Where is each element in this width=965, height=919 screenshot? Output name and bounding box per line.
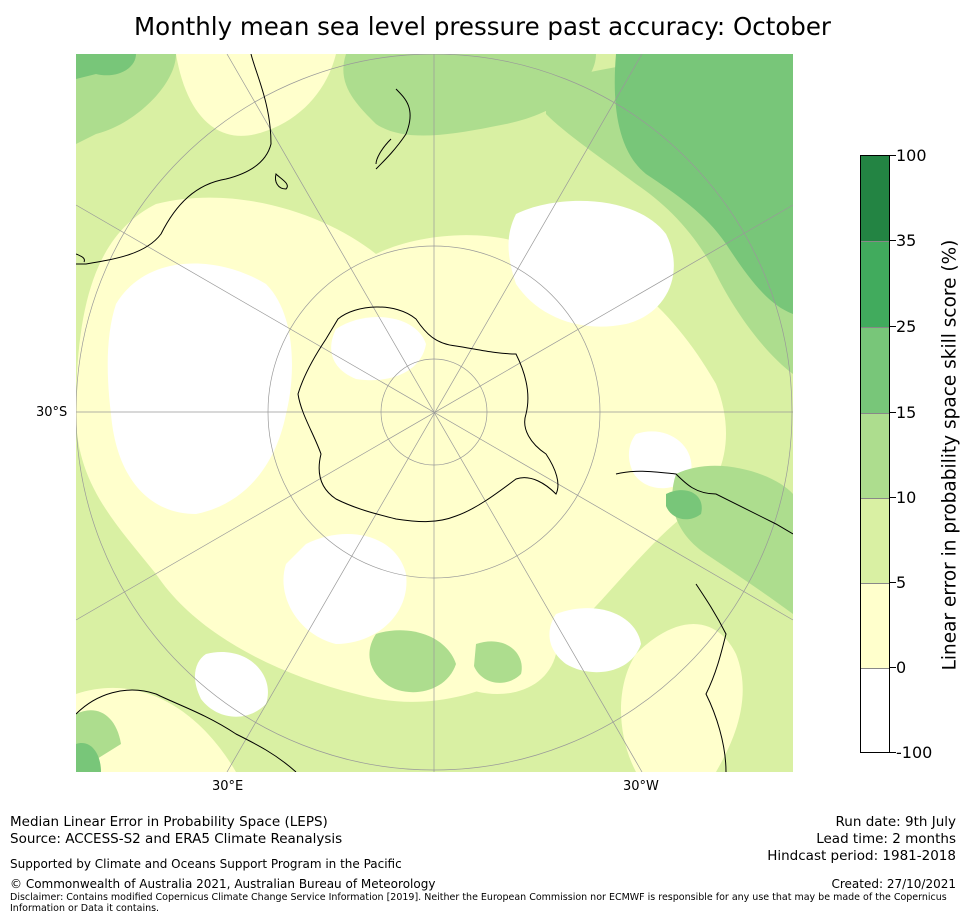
- polar-map: [76, 54, 793, 772]
- map-svg: [76, 54, 793, 772]
- footer-hindcast: Hindcast period: 1981-2018: [767, 848, 956, 864]
- colorbar-tick-100: 100: [896, 146, 927, 165]
- colorbar-tick-15: 15: [896, 403, 917, 422]
- colorbar-bin-25-35: [861, 241, 889, 327]
- colorbar-bin-10-15: [861, 413, 889, 498]
- footer-support: Supported by Climate and Oceans Support …: [10, 857, 402, 871]
- colorbar-title: Linear error in probability space skill …: [939, 239, 961, 671]
- graticule: [76, 54, 793, 772]
- footer-leps: Median Linear Error in Probability Space…: [10, 814, 328, 830]
- colorbar-bin-15-25: [861, 327, 889, 413]
- colorbar-tick-5: 5: [896, 573, 907, 592]
- skill-negative-regions: [107, 200, 692, 717]
- colorbar-bin-35-100: [861, 156, 889, 241]
- colorbar-bin-0-5: [861, 583, 889, 668]
- lon-label-30e: 30°E: [212, 779, 244, 794]
- footer-source: Source: ACCESS-S2 and ERA5 Climate Reana…: [10, 831, 343, 847]
- skill-15-25-regions: [76, 54, 793, 772]
- lon-label-30w: 30°W: [623, 779, 659, 794]
- colorbar-tick-35: 35: [896, 231, 917, 250]
- chart-title: Monthly mean sea level pressure past acc…: [133, 12, 832, 41]
- footer-run-date: Run date: 9th July: [835, 814, 956, 830]
- skill-10-15-regions: [76, 54, 793, 772]
- footer-copyright: © Commonwealth of Australia 2021, Austra…: [10, 877, 436, 891]
- lat-label-30s: 30°S: [36, 405, 68, 420]
- footer-disclaimer-line1: Disclaimer: Contains modified Copernicus…: [10, 892, 947, 903]
- colorbar-bin-neg100-0: [861, 668, 889, 752]
- footer-disclaimer: Disclaimer: Contains modified Copernicus…: [10, 892, 955, 914]
- footer-disclaimer-line2: Information or Data it contains.: [10, 903, 160, 914]
- colorbar-tick-0: 0: [896, 658, 907, 677]
- footer-lead-time: Lead time: 2 months: [816, 831, 956, 847]
- colorbar-tick-25: 25: [896, 317, 917, 336]
- coastlines: [76, 54, 793, 772]
- colorbar: [860, 155, 890, 753]
- colorbar-tick-10: 10: [896, 488, 917, 507]
- footer-created: Created: 27/10/2021: [831, 877, 956, 891]
- colorbar-bin-5-10: [861, 498, 889, 583]
- colorbar-tick-neg100: -100: [896, 743, 933, 762]
